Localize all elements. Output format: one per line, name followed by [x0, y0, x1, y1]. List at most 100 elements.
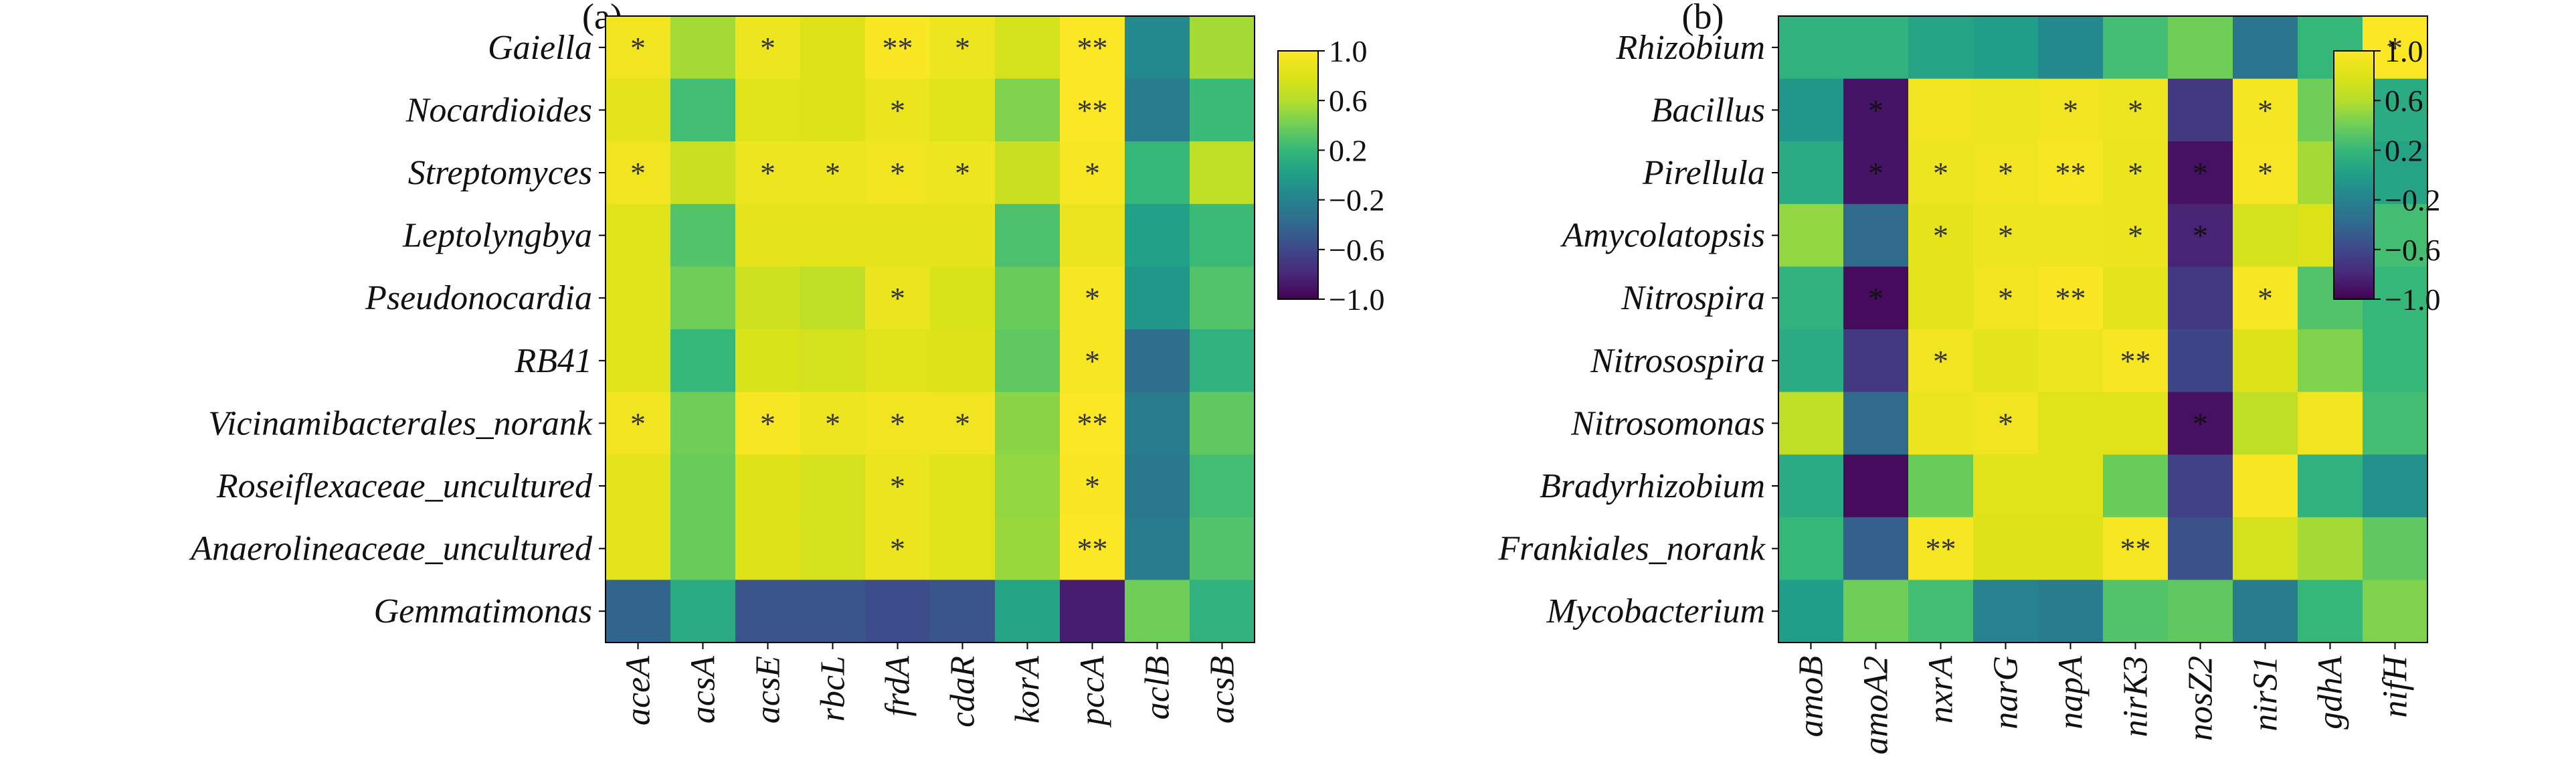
heatmap-cell — [1908, 78, 1974, 142]
heatmap-cell — [2038, 266, 2104, 330]
significance-marker: * — [630, 31, 646, 65]
heatmap-cell — [1843, 392, 1909, 455]
significance-marker: * — [2193, 406, 2208, 440]
column-label: nxrA — [1922, 656, 1960, 723]
heatmap-cell — [1973, 517, 2039, 580]
significance-marker: ** — [883, 31, 913, 65]
row-label: Leptolyngbya — [402, 217, 592, 255]
heatmap-cell — [1125, 141, 1190, 205]
heatmap-cell — [1060, 517, 1125, 580]
heatmap-cell — [2168, 454, 2233, 518]
heatmap-cell — [606, 454, 671, 518]
heatmap-cell — [1190, 329, 1255, 393]
heatmap-cell — [670, 392, 736, 455]
heatmap-cell — [1908, 203, 1974, 267]
significance-marker: * — [825, 156, 840, 190]
row-label: Pirellula — [1642, 154, 1765, 192]
heatmap-cell — [2233, 580, 2298, 643]
heatmap-cell — [670, 454, 736, 518]
heatmap-cell — [1778, 392, 1844, 455]
heatmap-cell — [1125, 580, 1190, 643]
heatmap-cell — [1778, 203, 1844, 267]
significance-marker: ** — [1077, 532, 1108, 566]
heatmap-cell — [1190, 141, 1255, 205]
heatmap-cell — [2233, 141, 2298, 205]
heatmap-cell — [1908, 141, 1974, 205]
heatmap-cell — [2233, 203, 2298, 267]
column-label: frdA — [879, 656, 917, 717]
heatmap-cell — [670, 16, 736, 80]
significance-marker: * — [955, 31, 970, 65]
significance-marker: ** — [1077, 406, 1108, 440]
column-label: gdhA — [2312, 656, 2350, 730]
significance-marker: * — [760, 156, 775, 190]
heatmap-cell — [2038, 392, 2104, 455]
heatmap-cell — [1843, 454, 1909, 518]
significance-marker: * — [1998, 219, 2013, 253]
significance-marker: ** — [2120, 532, 2151, 566]
column-label: nirK3 — [2117, 656, 2155, 737]
heatmap-cell — [865, 392, 931, 455]
heatmap-cell — [800, 203, 866, 267]
row-label: RB41 — [514, 342, 592, 380]
colorbar-tick-label: −1.0 — [1329, 282, 1384, 317]
heatmap-cell — [670, 78, 736, 142]
heatmap-cell — [930, 392, 996, 455]
column-label: acsB — [1204, 656, 1242, 723]
heatmap-cell — [1843, 78, 1909, 142]
heatmap-cell — [995, 16, 1061, 80]
heatmap-cell — [865, 454, 931, 518]
heatmap-cell — [2103, 454, 2169, 518]
significance-marker: * — [955, 406, 970, 440]
heatmap-cell — [800, 392, 866, 455]
significance-marker: * — [1085, 469, 1100, 503]
heatmap-cell — [670, 141, 736, 205]
colorbar-tick-label: −0.2 — [2385, 183, 2440, 218]
significance-marker: ** — [2055, 156, 2086, 190]
heatmap-cell — [1125, 16, 1190, 80]
significance-marker: * — [955, 156, 970, 190]
significance-marker: * — [2258, 156, 2273, 190]
column-label: nirS1 — [2247, 656, 2285, 732]
heatmap-cell — [2103, 392, 2169, 455]
heatmap-cell — [1973, 266, 2039, 330]
heatmap-cell — [606, 329, 671, 393]
significance-marker: * — [2193, 156, 2208, 190]
heatmap-cell — [995, 78, 1061, 142]
heatmap-cell — [2168, 78, 2233, 142]
row-label: Nocardioides — [405, 91, 592, 129]
significance-marker: ** — [1077, 31, 1108, 65]
heatmap-cell — [2363, 580, 2428, 643]
heatmap-cell — [2233, 517, 2298, 580]
significance-marker: * — [2258, 93, 2273, 127]
column-label: aclB — [1139, 656, 1177, 719]
heatmap-cell — [606, 141, 671, 205]
column-label: narG — [1987, 656, 2025, 730]
heatmap-cell — [2168, 580, 2233, 643]
heatmap-cell — [1125, 266, 1190, 330]
heatmap-cell — [1125, 454, 1190, 518]
heatmap-panel-b: (b)** * * ** * * ** * * ** * * ** * ** ** *** *** **Rhizob… — [1497, 0, 2440, 754]
heatmap-cell — [800, 329, 866, 393]
heatmap-cell — [735, 16, 801, 80]
heatmap-cell — [2233, 16, 2298, 80]
significance-marker: * — [630, 406, 646, 440]
heatmap-cell — [1908, 16, 1974, 80]
heatmap-cell — [2233, 392, 2298, 455]
heatmap-cell — [1843, 203, 1909, 267]
panel-label: (b) — [1682, 0, 1724, 36]
heatmap-cell — [2168, 392, 2233, 455]
significance-marker: * — [1085, 156, 1100, 190]
heatmap-cell — [800, 266, 866, 330]
heatmap-cell — [995, 266, 1061, 330]
heatmap-cell — [2298, 329, 2363, 393]
column-label: acsE — [749, 656, 788, 723]
heatmap-cell — [1190, 203, 1255, 267]
heatmap-cell — [1060, 454, 1125, 518]
significance-marker: * — [2193, 219, 2208, 253]
heatmap-cell — [1060, 141, 1125, 205]
heatmap-cell — [995, 517, 1061, 580]
significance-marker: * — [1868, 281, 1883, 315]
heatmap-cell — [1060, 16, 1125, 80]
